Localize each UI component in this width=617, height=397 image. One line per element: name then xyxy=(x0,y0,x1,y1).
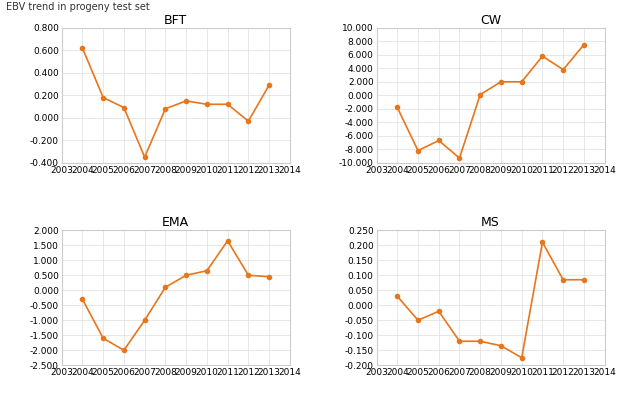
Title: CW: CW xyxy=(480,13,501,27)
Title: EMA: EMA xyxy=(162,216,189,229)
Title: MS: MS xyxy=(481,216,500,229)
Text: EBV trend in progeny test set: EBV trend in progeny test set xyxy=(6,2,150,12)
Title: BFT: BFT xyxy=(164,13,188,27)
